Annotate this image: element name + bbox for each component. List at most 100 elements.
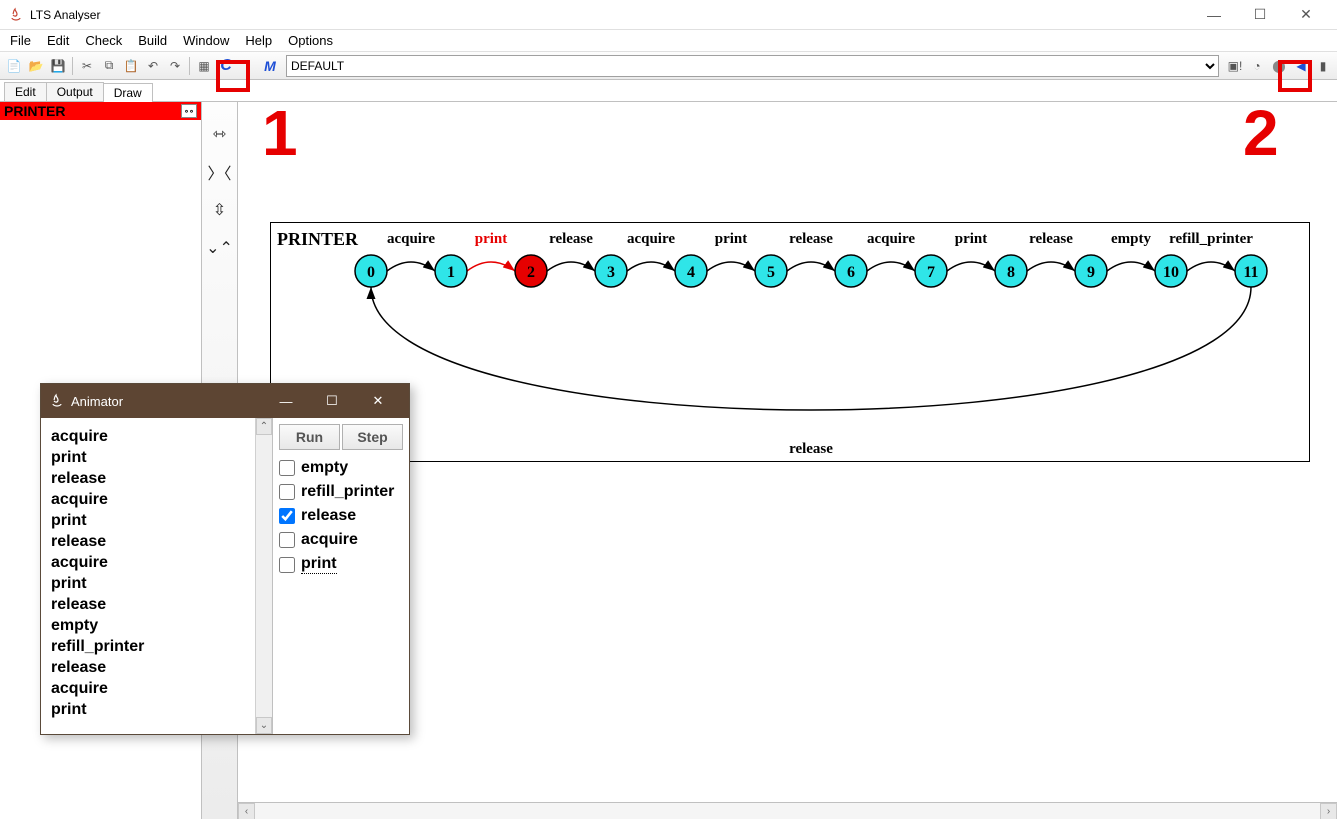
action-label: release: [301, 507, 356, 525]
menu-options[interactable]: Options: [282, 31, 339, 50]
svg-text:5: 5: [767, 264, 775, 281]
maximize-button[interactable]: ☐: [1237, 0, 1283, 30]
action-options: empty refill_printerrelease acquireprint: [279, 456, 403, 577]
undo-icon[interactable]: ↶: [143, 56, 163, 76]
svg-text:release: release: [789, 231, 833, 247]
svg-text:4: 4: [687, 264, 695, 281]
trace-item[interactable]: refill_printer: [51, 636, 262, 657]
close-button[interactable]: ✕: [1283, 0, 1329, 30]
trace-item[interactable]: print: [51, 447, 262, 468]
menu-help[interactable]: Help: [239, 31, 278, 50]
safety-icon[interactable]: ▣!: [1225, 56, 1245, 76]
animator-controls: Run Step empty refill_printerrelease acqui…: [273, 418, 409, 734]
animator-titlebar[interactable]: Animator — ☐ ✕: [41, 384, 409, 418]
menu-file[interactable]: File: [4, 31, 37, 50]
tab-output[interactable]: Output: [46, 82, 104, 101]
scroll-up-icon[interactable]: ⌃: [256, 418, 272, 435]
menu-check[interactable]: Check: [79, 31, 128, 50]
collapse-horizontal-icon[interactable]: 〉〈: [208, 160, 232, 184]
svg-text:print: print: [715, 231, 748, 247]
action-label: empty: [301, 459, 348, 477]
paste-icon[interactable]: 📋: [121, 56, 141, 76]
action-checkbox[interactable]: [279, 557, 295, 573]
save-icon[interactable]: 💾: [48, 56, 68, 76]
progress-icon[interactable]: ◔: [1247, 56, 1267, 76]
svg-text:release: release: [1029, 231, 1073, 247]
lts-svg: acquire print release acquire print release ac…: [271, 223, 1311, 463]
trace-item[interactable]: release: [51, 531, 262, 552]
trace-item[interactable]: acquire: [51, 552, 262, 573]
scroll-left-icon[interactable]: ‹: [238, 803, 255, 819]
tab-draw[interactable]: Draw: [103, 83, 153, 102]
svg-text:acquire: acquire: [387, 231, 435, 247]
thumbnail-icon: ∘∘: [181, 104, 197, 118]
animator-maximize-button[interactable]: ☐: [309, 384, 355, 418]
svg-text:print: print: [475, 231, 508, 247]
action-checkbox[interactable]: [279, 508, 295, 524]
action-option[interactable]: empty: [279, 456, 403, 480]
action-checkbox[interactable]: [279, 460, 295, 476]
trace-item[interactable]: print: [51, 699, 262, 720]
expand-vertical-icon[interactable]: ⇳: [208, 198, 232, 222]
trace-item[interactable]: print: [51, 510, 262, 531]
trace-item[interactable]: acquire: [51, 489, 262, 510]
blank-icon[interactable]: ▮: [1313, 56, 1333, 76]
animator-title: Animator: [71, 394, 123, 409]
trace-item[interactable]: release: [51, 657, 262, 678]
svg-text:acquire: acquire: [867, 231, 915, 247]
animator-minimize-button[interactable]: —: [263, 384, 309, 418]
menu-edit[interactable]: Edit: [41, 31, 75, 50]
new-file-icon[interactable]: 📄: [4, 56, 24, 76]
expand-horizontal-icon[interactable]: ⇿: [208, 122, 232, 146]
trace-list[interactable]: acquireprintreleaseacquireprintreleaseac…: [41, 418, 272, 728]
action-label: refill_printer: [301, 483, 394, 501]
trace-item[interactable]: acquire: [51, 678, 262, 699]
animator-close-button[interactable]: ✕: [355, 384, 401, 418]
action-option[interactable]: print: [279, 552, 403, 577]
run-button[interactable]: Run: [279, 424, 340, 450]
step-button[interactable]: Step: [342, 424, 403, 450]
scroll-track[interactable]: [255, 803, 1320, 819]
target-dropdown[interactable]: DEFAULT: [286, 55, 1219, 77]
redo-icon[interactable]: ↷: [165, 56, 185, 76]
action-option[interactable]: release: [279, 504, 403, 528]
menu-build[interactable]: Build: [132, 31, 173, 50]
java-icon: [49, 393, 65, 409]
svg-text:acquire: acquire: [627, 231, 675, 247]
trace-item[interactable]: release: [51, 468, 262, 489]
open-file-icon[interactable]: 📂: [26, 56, 46, 76]
action-option[interactable]: acquire: [279, 528, 403, 552]
minimize-button[interactable]: —: [1191, 0, 1237, 30]
action-checkbox[interactable]: [279, 484, 295, 500]
copy-icon[interactable]: ⧉: [99, 56, 119, 76]
scroll-right-icon[interactable]: ›: [1320, 803, 1337, 819]
action-checkbox[interactable]: [279, 532, 295, 548]
svg-text:9: 9: [1087, 264, 1095, 281]
tab-edit[interactable]: Edit: [4, 82, 47, 101]
vertical-scrollbar[interactable]: ⌃ ⌄: [255, 418, 272, 734]
action-option[interactable]: refill_printer: [279, 480, 403, 504]
svg-text:6: 6: [847, 264, 855, 281]
java-icon: [8, 7, 24, 23]
trace-item[interactable]: release: [51, 594, 262, 615]
svg-text:7: 7: [927, 264, 935, 281]
horizontal-scrollbar[interactable]: ‹ ›: [238, 802, 1337, 819]
svg-text:release: release: [789, 441, 833, 457]
titlebar: LTS Analyser — ☐ ✕: [0, 0, 1337, 30]
svg-text:2: 2: [527, 264, 535, 281]
cut-icon[interactable]: ✂: [77, 56, 97, 76]
svg-text:11: 11: [1243, 264, 1258, 281]
menu-window[interactable]: Window: [177, 31, 235, 50]
svg-text:empty: empty: [1111, 231, 1151, 247]
trace-item[interactable]: print: [51, 573, 262, 594]
process-label: PRINTER: [4, 103, 65, 119]
trace-item[interactable]: empty: [51, 615, 262, 636]
scroll-down-icon[interactable]: ⌄: [256, 717, 272, 734]
parse-icon[interactable]: ▦: [194, 56, 214, 76]
svg-text:0: 0: [367, 264, 375, 281]
scroll-track[interactable]: [256, 435, 272, 717]
trace-item[interactable]: acquire: [51, 426, 262, 447]
process-list-item[interactable]: PRINTER ∘∘: [0, 102, 201, 120]
minimize-lts-icon[interactable]: M: [260, 56, 280, 76]
collapse-vertical-icon[interactable]: ⌄⌃: [208, 236, 232, 260]
